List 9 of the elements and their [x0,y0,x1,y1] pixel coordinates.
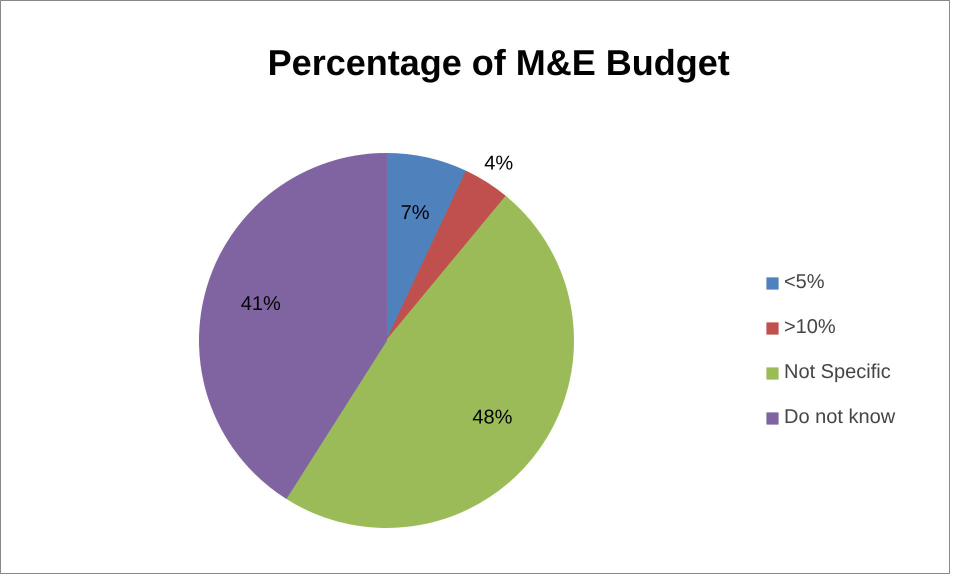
legend-label: Do not know [784,406,896,429]
data-label: 48% [472,406,513,428]
chart-title: Percentage of M&E Budget [268,42,730,83]
data-label: 4% [484,152,514,175]
data-label: 41% [240,292,282,315]
legend-label: <5% [784,271,825,294]
data-label: 7% [400,202,430,224]
legend-label: >10% [784,316,836,339]
legend-label: Not Specific [784,361,891,384]
